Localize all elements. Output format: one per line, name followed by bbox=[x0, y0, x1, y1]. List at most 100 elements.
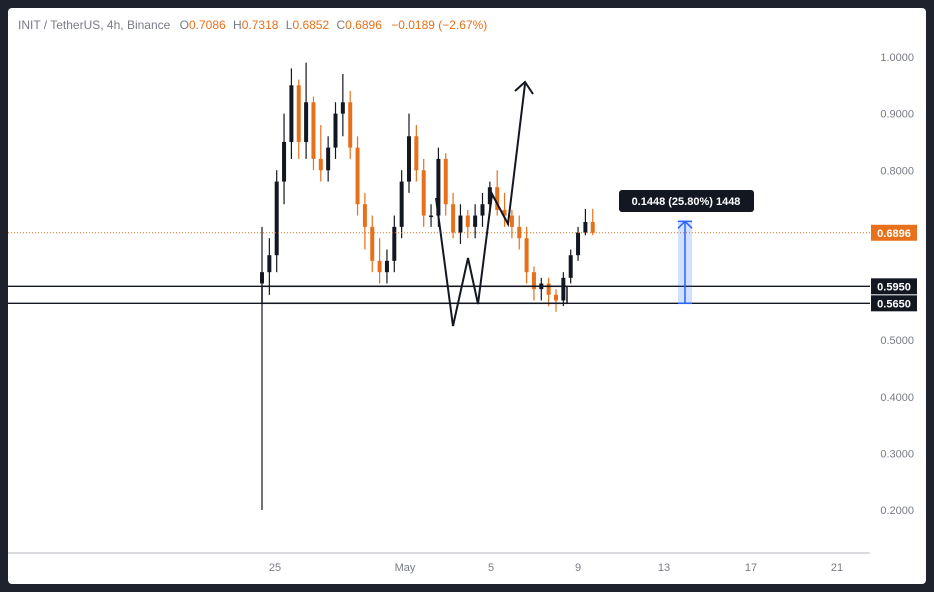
close-label: C bbox=[336, 18, 346, 32]
candle bbox=[407, 113, 411, 193]
candle-body bbox=[333, 113, 338, 148]
candle-body bbox=[443, 158, 448, 205]
level-badge-1: 0.5650 bbox=[871, 295, 917, 312]
candle bbox=[495, 170, 500, 216]
candle-body bbox=[274, 181, 279, 256]
open-label: O bbox=[179, 18, 189, 32]
candle-body bbox=[554, 294, 558, 301]
candle bbox=[355, 136, 360, 216]
candle-body bbox=[487, 187, 492, 205]
candle-body bbox=[289, 85, 294, 142]
candle-body bbox=[348, 102, 353, 148]
x-tick-label: 17 bbox=[745, 562, 757, 574]
candle bbox=[509, 209, 514, 239]
candle bbox=[282, 113, 287, 205]
candle bbox=[443, 153, 448, 216]
candle-body bbox=[465, 215, 470, 227]
candle-body bbox=[576, 232, 581, 256]
candle bbox=[524, 226, 529, 284]
candle bbox=[546, 277, 551, 307]
x-tick-label: 5 bbox=[488, 562, 494, 574]
candle-body bbox=[282, 141, 287, 182]
candle bbox=[392, 215, 397, 273]
symbol-label: INIT / TetherUS, 4h, Binance bbox=[18, 18, 171, 32]
candle-body bbox=[583, 222, 588, 233]
y-tick-label: 0.4000 bbox=[880, 392, 914, 404]
last-price-badge-text: 0.6896 bbox=[877, 228, 911, 240]
candle-body bbox=[407, 136, 411, 182]
candle bbox=[554, 289, 558, 312]
candle-body bbox=[531, 272, 536, 290]
candle bbox=[480, 192, 485, 227]
candle-body bbox=[399, 181, 404, 227]
candle-body bbox=[473, 215, 478, 227]
x-tick-label: 13 bbox=[658, 562, 670, 574]
candle-body bbox=[436, 158, 441, 216]
candle bbox=[296, 79, 301, 159]
candle-body bbox=[509, 215, 514, 227]
y-tick-label: 0.2000 bbox=[880, 505, 914, 517]
candle bbox=[531, 266, 536, 301]
candle-body bbox=[517, 226, 522, 239]
candle-body bbox=[502, 209, 507, 216]
x-tick-label: 25 bbox=[269, 562, 281, 574]
candle-body bbox=[458, 215, 463, 233]
low-value: 0.6852 bbox=[292, 18, 330, 32]
candle-body bbox=[451, 204, 456, 233]
last-price-badge: 0.6896 bbox=[871, 224, 917, 241]
candle-body bbox=[311, 102, 316, 159]
support-zone-box[interactable] bbox=[261, 285, 568, 305]
chart-canvas[interactable]: 0.1448 (25.80%) 1448 1.0000 0.9000 0.8000 0… bbox=[8, 8, 926, 584]
candle bbox=[583, 208, 588, 236]
y-tick-label: 0.3000 bbox=[880, 448, 914, 460]
candle-body bbox=[480, 204, 485, 216]
measure-tooltip: 0.1448 (25.80%) 1448 bbox=[619, 190, 754, 212]
candle bbox=[267, 238, 272, 295]
candle bbox=[539, 277, 544, 301]
level-badge-text: 0.5650 bbox=[877, 298, 911, 310]
measure-tooltip-text: 0.1448 (25.80%) 1448 bbox=[632, 196, 741, 208]
candle-body bbox=[377, 260, 382, 273]
y-tick-label: 0.9000 bbox=[880, 109, 914, 121]
candle bbox=[421, 158, 426, 227]
candle bbox=[289, 68, 294, 159]
y-tick-label: 0.8000 bbox=[880, 165, 914, 177]
level-badge-text: 0.5950 bbox=[877, 281, 911, 293]
candle bbox=[576, 226, 581, 261]
candle-body bbox=[568, 255, 573, 278]
candle bbox=[502, 192, 507, 227]
x-tick-label: 21 bbox=[831, 562, 843, 574]
candle bbox=[590, 208, 595, 236]
candle-body bbox=[495, 187, 500, 210]
candle bbox=[384, 249, 389, 284]
measure-tooltip-bg bbox=[619, 190, 754, 212]
axes-layer: 1.00000.90000.80000.60000.50000.40000.30… bbox=[269, 52, 917, 574]
high-value: 0.7318 bbox=[241, 18, 279, 32]
candle-body bbox=[590, 222, 595, 233]
candle bbox=[318, 124, 323, 182]
change-value: −0.0189 (−2.67%) bbox=[391, 18, 488, 32]
candle bbox=[414, 124, 419, 182]
candle bbox=[517, 215, 522, 250]
level-badge-bg bbox=[871, 295, 917, 312]
measure-arrow bbox=[677, 220, 693, 229]
w-pattern-drawing[interactable] bbox=[435, 83, 526, 327]
candle-body bbox=[362, 204, 367, 227]
x-tick-label: May bbox=[395, 562, 416, 574]
high-label: H bbox=[233, 18, 242, 32]
arrow-head bbox=[514, 80, 534, 95]
candle-body bbox=[384, 260, 389, 273]
close-value: 0.6896 bbox=[345, 18, 382, 32]
candle bbox=[377, 238, 382, 284]
candle-body bbox=[546, 283, 551, 295]
candle-body bbox=[267, 255, 272, 273]
candle-body bbox=[318, 158, 323, 171]
candle bbox=[429, 204, 434, 227]
candle bbox=[473, 204, 478, 239]
candle bbox=[568, 249, 573, 284]
candle-body bbox=[296, 85, 301, 142]
candle bbox=[561, 272, 566, 307]
candle-body bbox=[524, 238, 529, 273]
low-label: L bbox=[285, 18, 293, 32]
annotations-layer: 0.1448 (25.80%) 1448 bbox=[8, 80, 870, 327]
